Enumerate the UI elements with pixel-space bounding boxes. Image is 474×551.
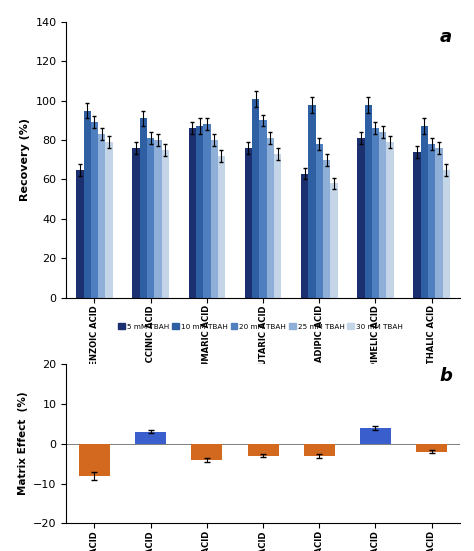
Bar <box>98 134 105 298</box>
Bar <box>330 183 337 298</box>
Legend: 5 mM TBAH, 10 mM TBAH, 20 mM TBAH, 25 mM TBAH, 30 mM TBAH: 5 mM TBAH, 10 mM TBAH, 20 mM TBAH, 25 mM… <box>116 321 406 332</box>
Bar <box>413 152 421 298</box>
Bar <box>79 444 110 476</box>
Bar <box>360 428 391 444</box>
Bar <box>421 126 428 298</box>
Bar <box>416 444 447 452</box>
Bar <box>435 148 443 298</box>
Bar <box>135 431 166 444</box>
Bar <box>140 118 147 298</box>
Bar <box>162 150 169 298</box>
Bar <box>155 140 162 298</box>
Bar <box>91 122 98 298</box>
Bar <box>259 121 267 298</box>
Text: b: b <box>439 367 452 385</box>
Bar <box>191 444 222 460</box>
Bar <box>105 142 113 298</box>
Bar <box>267 138 274 298</box>
Bar <box>196 126 203 298</box>
Bar <box>316 144 323 298</box>
Bar <box>252 99 259 298</box>
Bar <box>372 128 379 298</box>
Y-axis label: Matrix Effect  (%): Matrix Effect (%) <box>18 392 27 495</box>
Text: a: a <box>440 28 452 46</box>
Bar <box>147 138 155 298</box>
Bar <box>357 138 365 298</box>
Bar <box>308 105 316 298</box>
Bar <box>301 174 308 298</box>
Bar <box>274 154 282 298</box>
Bar <box>245 148 252 298</box>
Bar <box>189 128 196 298</box>
Bar <box>428 144 435 298</box>
Bar <box>76 170 83 298</box>
Bar <box>365 105 372 298</box>
Bar <box>379 132 386 298</box>
Bar <box>323 160 330 298</box>
Bar <box>210 140 218 298</box>
Bar <box>247 444 279 456</box>
Y-axis label: Recovery (%): Recovery (%) <box>20 118 30 201</box>
Bar <box>443 170 450 298</box>
Bar <box>83 111 91 298</box>
Bar <box>386 142 394 298</box>
Bar <box>132 148 140 298</box>
Bar <box>218 156 225 298</box>
Bar <box>203 125 210 298</box>
Bar <box>304 444 335 456</box>
